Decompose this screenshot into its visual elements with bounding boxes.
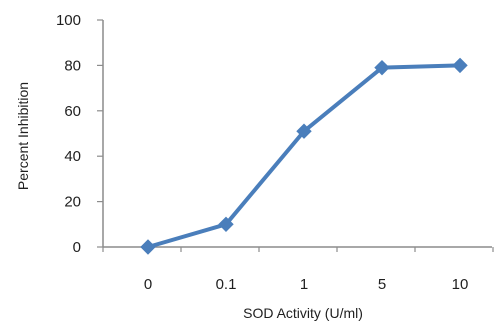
x-axis-tick-label: 5 — [378, 276, 386, 293]
x-axis-tick-label: 0.1 — [216, 276, 237, 293]
x-axis-tick-label: 10 — [452, 276, 469, 293]
data-point-marker — [452, 57, 468, 74]
y-axis-tick-label: 40 — [64, 148, 81, 165]
y-axis-ticks: 0 20 40 60 80 100 — [56, 12, 103, 256]
y-axis-tick-label: 20 — [64, 194, 81, 211]
x-axis-tick-label: 0 — [144, 276, 152, 293]
y-axis-title: Percent Inhibition — [15, 82, 31, 190]
y-axis-tick-label: 0 — [73, 239, 81, 256]
data-point-marker — [218, 216, 234, 233]
data-point-marker — [374, 59, 390, 76]
x-axis-ticks: 0 0.1 1 5 10 — [102, 247, 494, 293]
y-axis-tick-label: 80 — [64, 57, 81, 74]
x-axis-title: SOD Activity (U/ml) — [243, 305, 363, 321]
y-axis-tick-label: 100 — [56, 12, 81, 29]
x-axis-tick-label: 1 — [300, 276, 308, 293]
y-axis-tick-label: 60 — [64, 103, 81, 120]
data-point-marker — [296, 123, 312, 139]
axes: 0 20 40 60 80 100 0 0.1 1 5 10 — [56, 12, 494, 293]
series-line — [146, 63, 462, 249]
series-layer — [140, 57, 468, 255]
data-point-marker — [140, 239, 156, 255]
